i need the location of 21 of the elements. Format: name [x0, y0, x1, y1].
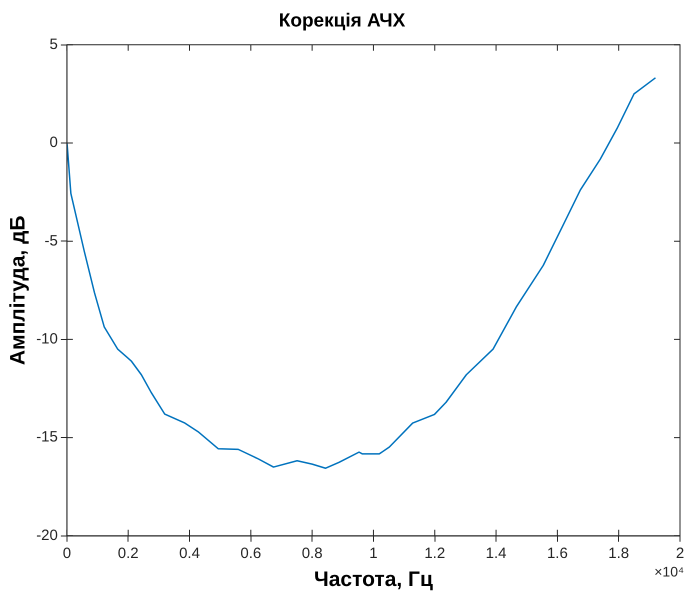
- y-tick-label: 0: [50, 134, 58, 152]
- x-tick-label: 1.2: [424, 544, 446, 562]
- x-tick-label: 0.2: [118, 544, 139, 562]
- x-tick-label: 1.8: [608, 544, 630, 562]
- y-tick-label: -10: [36, 330, 58, 348]
- chart-title: Корекція АЧХ: [278, 10, 406, 32]
- y-tick-label: 5: [50, 36, 58, 53]
- x-tick-label: 0.6: [240, 544, 262, 562]
- x-tick-label: 1.6: [546, 544, 568, 562]
- y-axis-title: Амплітуда, дБ: [6, 215, 30, 366]
- x-axis-title: Частота, Гц: [314, 568, 433, 592]
- x-tick-label: 1.4: [486, 544, 506, 562]
- x-tick-label: 0.4: [179, 544, 200, 562]
- x-tick-label: 1: [369, 544, 378, 562]
- x-tick-label: 2: [676, 544, 684, 562]
- x-tick-label: 0.8: [302, 544, 323, 562]
- x-tick-label: 0: [62, 544, 72, 562]
- y-tick-label: -15: [36, 428, 58, 446]
- y-tick-label: -5: [44, 232, 58, 250]
- text: ×10⁴: [654, 564, 684, 580]
- y-tick-label: -20: [36, 526, 58, 544]
